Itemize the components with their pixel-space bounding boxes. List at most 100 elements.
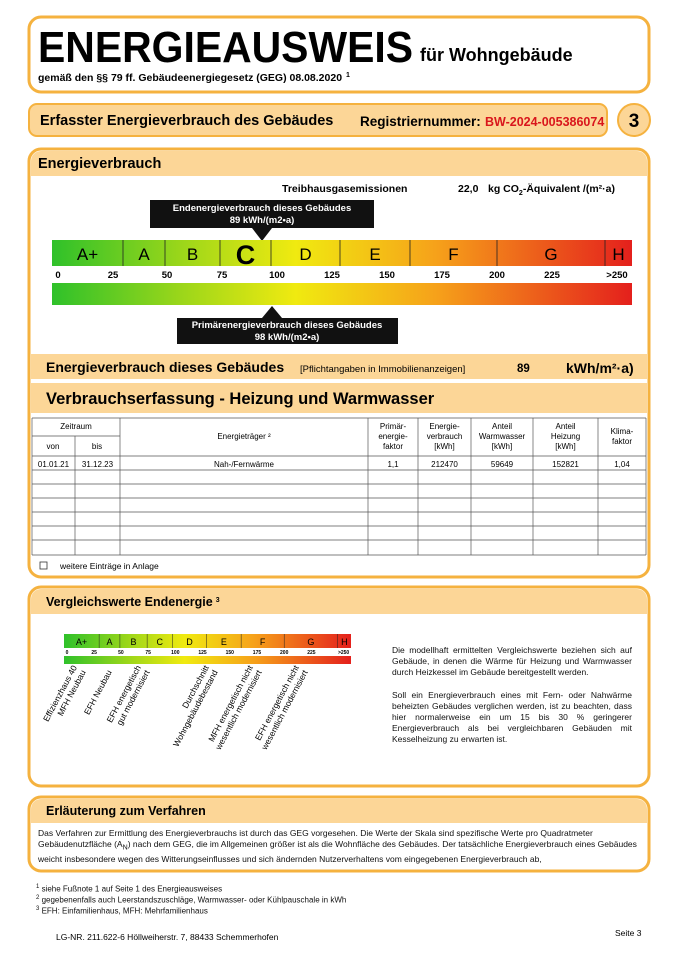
registration-label: Registriernummer: bbox=[360, 114, 481, 129]
table-cell: 31.12.23 bbox=[82, 460, 114, 469]
class-label: C bbox=[156, 637, 163, 647]
footnote-text: gegebenenfalls auch Leerstandszuschläge,… bbox=[39, 895, 347, 905]
column-header: Heizung bbox=[551, 432, 580, 441]
scale-label: 125 bbox=[324, 270, 341, 281]
consumption-value: 89 bbox=[517, 363, 530, 375]
column-header: faktor bbox=[612, 437, 632, 446]
class-label: C bbox=[236, 240, 256, 270]
footnote-mark: 3 bbox=[36, 906, 40, 912]
table-cell: Nah-/Fernwärme bbox=[214, 460, 275, 469]
class-label: A bbox=[138, 245, 150, 264]
class-label: G bbox=[307, 637, 314, 647]
class-label: B bbox=[187, 245, 198, 264]
page-badge-number: 3 bbox=[629, 111, 640, 132]
small-class-bar bbox=[64, 634, 351, 648]
heading-bar bbox=[31, 151, 647, 176]
class-label: H bbox=[612, 245, 624, 264]
class-label: F bbox=[448, 245, 458, 264]
class-label: A+ bbox=[77, 245, 98, 264]
header-box bbox=[27, 15, 651, 94]
class-label: F bbox=[260, 637, 266, 647]
footnote-text: EFH: Einfamilienhaus, MFH: Mehrfamilienh… bbox=[39, 906, 208, 916]
scale-label: 100 bbox=[171, 650, 180, 656]
final-marker-value: 89 kWh/(m2•a) bbox=[230, 215, 295, 226]
class-labels: A+ A B C D E F G H bbox=[77, 240, 625, 270]
ghg-unit: kg CO2-Äquivalent /(m²·a) bbox=[488, 182, 615, 197]
registration-number: BW-2024-005386074 bbox=[485, 115, 604, 129]
column-header: verbrauch bbox=[427, 432, 463, 441]
class-label: G bbox=[544, 245, 557, 264]
class-label: A bbox=[107, 637, 113, 647]
recording-heading: Verbrauchserfassung - Heizung und Warmwa… bbox=[46, 390, 435, 408]
final-marker-box bbox=[150, 200, 374, 228]
gradient-bar bbox=[52, 283, 632, 305]
explanation-heading: Erläuterung zum Verfahren bbox=[46, 804, 206, 818]
small-class-labels: A+ A B C D E F G H bbox=[76, 634, 348, 648]
final-marker-label: Endenergieverbrauch dieses Gebäudes bbox=[173, 203, 351, 214]
section-bar bbox=[28, 103, 608, 137]
footnote-ref: 1 bbox=[346, 72, 350, 79]
small-gradient-bar bbox=[64, 656, 351, 664]
ghg-unit-post: -Äquivalent /(m²·a) bbox=[523, 182, 615, 195]
scale-label: 75 bbox=[145, 650, 151, 656]
footnote: 2 gegebenenfalls auch Leerstandszuschläg… bbox=[36, 895, 346, 905]
scale-label: 100 bbox=[269, 270, 285, 281]
consumption-table bbox=[31, 417, 647, 556]
column-header: [kWh] bbox=[434, 442, 454, 451]
class-label: A+ bbox=[76, 637, 87, 647]
footnote-mark: 2 bbox=[36, 895, 40, 901]
class-label: E bbox=[221, 637, 227, 647]
table-cell: 212470 bbox=[431, 460, 458, 469]
comparison-heading: Vergleichswerte Endenergie 3 bbox=[46, 595, 220, 609]
scale-label: 150 bbox=[379, 270, 395, 281]
explanation-text-a: Das Verfahren zur Ermittlung des Energie… bbox=[38, 828, 593, 849]
more-entries: weitere Einträge in Anlage bbox=[59, 561, 159, 571]
ghg-unit-pre: kg CO bbox=[488, 183, 519, 195]
primary-marker-value: 98 kWh/(m2•a) bbox=[255, 332, 320, 343]
legal-text: gemäß den §§ 79 ff. Gebäudeenergiegesetz… bbox=[38, 72, 342, 84]
scale-label: 50 bbox=[118, 650, 124, 656]
scale-label: 50 bbox=[162, 270, 173, 281]
table-cell: 1,04 bbox=[614, 460, 630, 469]
column-header: Anteil bbox=[555, 422, 575, 431]
th-carrier: Energieträger ² bbox=[217, 432, 271, 441]
primary-marker-box bbox=[177, 318, 398, 344]
column-header: Klima- bbox=[611, 427, 634, 436]
column-header: [kWh] bbox=[492, 442, 512, 451]
explanation-text: Das Verfahren zur Ermittlung des Energie… bbox=[38, 828, 642, 865]
footnote-ref: 3 bbox=[216, 597, 220, 604]
column-header: [kWh] bbox=[555, 442, 575, 451]
section-title: Erfasster Energieverbrauch des Gebäudes bbox=[40, 113, 333, 129]
comparison-heading-text: Vergleichswerte Endenergie bbox=[46, 595, 213, 609]
footnote-mark: 1 bbox=[36, 884, 40, 890]
consumption-unit: kWh/m²·a) bbox=[566, 360, 634, 376]
column-header: energie- bbox=[378, 432, 408, 441]
scale-label: >250 bbox=[338, 650, 349, 656]
doc-title: ENERGIEAUSWEIS bbox=[38, 23, 413, 72]
scale-label: 75 bbox=[217, 270, 228, 281]
class-label: D bbox=[186, 637, 193, 647]
heading-bar bbox=[31, 799, 647, 823]
scale-label: >250 bbox=[606, 270, 627, 281]
class-label: D bbox=[299, 245, 311, 264]
table-cell: 152821 bbox=[552, 460, 579, 469]
doc-subtitle: für Wohngebäude bbox=[420, 45, 573, 65]
page-number: Seite 3 bbox=[615, 928, 642, 938]
footnote: 1 siehe Fußnote 1 auf Seite 1 des Energi… bbox=[36, 884, 222, 894]
scale-label: 175 bbox=[253, 650, 262, 656]
primary-marker-label: Primärenergieverbrauch dieses Gebäudes bbox=[192, 320, 383, 331]
ghg-label: Treibhausgasemissionen bbox=[282, 183, 407, 195]
scale-label: 125 bbox=[198, 650, 207, 656]
th-from: von bbox=[47, 442, 60, 451]
primary-marker-arrow bbox=[262, 306, 282, 318]
scale-label: 0 bbox=[55, 270, 60, 281]
class-bar bbox=[52, 240, 632, 266]
column-header: Energie- bbox=[429, 422, 460, 431]
page-badge bbox=[617, 103, 651, 137]
scale-label: 225 bbox=[544, 270, 561, 281]
heading-bar bbox=[31, 589, 647, 614]
final-marker-arrow bbox=[252, 228, 272, 241]
checkbox bbox=[39, 561, 48, 570]
